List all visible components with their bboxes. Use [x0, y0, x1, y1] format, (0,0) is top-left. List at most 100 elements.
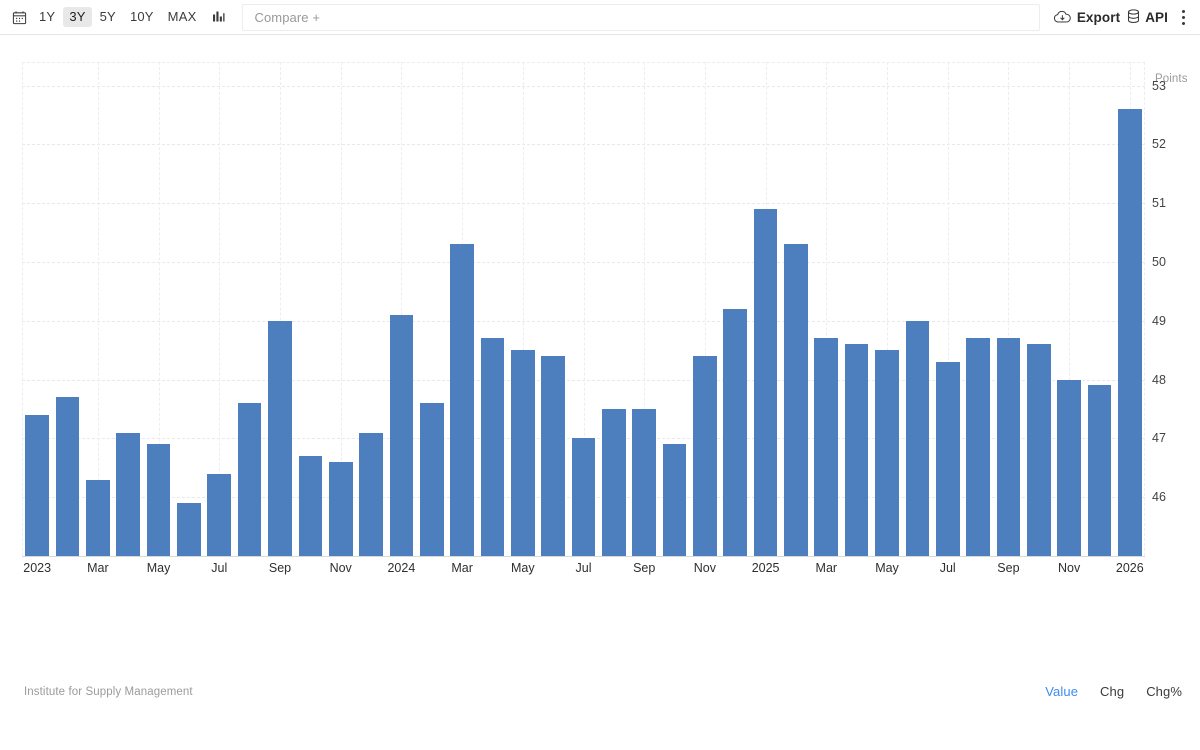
bar[interactable] — [146, 444, 171, 556]
bar[interactable] — [1117, 109, 1142, 556]
x-axis-line — [22, 556, 1145, 557]
y-axis-unit-label: Points — [1155, 73, 1188, 85]
gridline-x — [1069, 62, 1071, 556]
bar[interactable] — [510, 350, 535, 556]
bar[interactable] — [450, 244, 474, 556]
x-tick-label: Nov — [693, 561, 717, 575]
bar[interactable] — [55, 397, 80, 556]
bar[interactable] — [571, 438, 596, 556]
bar[interactable] — [298, 456, 323, 556]
range-button-5y[interactable]: 5Y — [99, 9, 116, 24]
bar[interactable] — [116, 432, 141, 556]
export-label: Export — [1076, 9, 1121, 25]
api-button[interactable]: API — [1127, 9, 1168, 25]
bar[interactable] — [844, 344, 869, 556]
bar[interactable] — [723, 309, 748, 556]
bar[interactable] — [662, 444, 687, 556]
bar[interactable] — [389, 314, 414, 556]
x-tick-label: Sep — [633, 561, 656, 575]
bar[interactable] — [1026, 344, 1051, 556]
bar[interactable] — [328, 461, 353, 556]
bar[interactable] — [1087, 385, 1112, 556]
bar[interactable] — [784, 244, 808, 556]
chart-toolbar: 1Y 3Y 5Y 10Y MAX Compare + Export — [0, 0, 1200, 35]
export-button[interactable]: Export — [1053, 10, 1120, 25]
bar[interactable] — [602, 408, 626, 556]
x-tick-label: May — [875, 561, 899, 575]
bar[interactable] — [996, 338, 1021, 556]
bar[interactable] — [753, 209, 778, 556]
x-tick-label: 2024 — [387, 561, 416, 575]
gridline-x — [219, 62, 221, 556]
gridline-x — [704, 62, 706, 556]
y-tick-label: 49 — [1152, 313, 1166, 328]
bar[interactable] — [359, 432, 383, 556]
gridline-x — [947, 62, 949, 556]
x-tick-label: Mar — [451, 561, 473, 575]
bar[interactable] — [693, 356, 717, 556]
bar[interactable] — [207, 473, 232, 556]
x-tick-label: Mar — [815, 561, 838, 575]
bar[interactable] — [480, 338, 505, 556]
series-toggle-chg[interactable]: Chg — [1100, 684, 1125, 699]
y-tick-label: 48 — [1152, 372, 1166, 387]
y-tick-label: 47 — [1152, 431, 1166, 446]
bar[interactable] — [177, 503, 201, 556]
bar[interactable] — [419, 403, 444, 556]
bar[interactable] — [632, 408, 657, 556]
bar[interactable] — [935, 361, 960, 556]
y-tick-label: 46 — [1152, 490, 1166, 505]
bar[interactable] — [268, 320, 292, 556]
range-button-10y[interactable]: 10Y — [129, 9, 154, 24]
range-button-1y[interactable]: 1Y — [39, 9, 56, 24]
gridline-x — [583, 62, 585, 556]
x-tick-label: Jul — [575, 561, 592, 575]
database-icon — [1127, 9, 1140, 25]
gridline-x — [826, 62, 828, 556]
bar[interactable] — [905, 320, 930, 556]
x-tick-label: Sep — [997, 561, 1020, 575]
y-tick-label: 53 — [1152, 78, 1166, 93]
chart-footer: Institute for Supply Management Value Ch… — [0, 675, 1200, 750]
bar[interactable] — [814, 338, 839, 556]
y-tick-label: 50 — [1152, 254, 1166, 269]
source-attribution: Institute for Supply Management — [24, 686, 193, 698]
bar[interactable] — [1057, 379, 1081, 556]
bar[interactable] — [25, 414, 49, 556]
x-tick-label: Nov — [329, 561, 352, 575]
compare-input[interactable]: Compare + — [242, 3, 1040, 31]
gridline-x — [340, 62, 342, 556]
bar[interactable] — [875, 350, 899, 556]
series-toggle-group: Value Chg Chg% — [1045, 684, 1182, 699]
bar[interactable] — [541, 356, 565, 556]
kebab-menu-icon[interactable] — [1174, 5, 1192, 29]
chart-canvas: Points 53 52 51 50 49 48 47 46 2023 Mar May Jul Sep… — [0, 35, 1200, 675]
cloud-download-icon — [1053, 10, 1072, 25]
gridline-x — [401, 62, 403, 556]
gridline-x — [644, 62, 646, 556]
x-tick-label: Nov — [1057, 561, 1081, 575]
x-tick-label: Jul — [939, 561, 956, 575]
bar[interactable] — [966, 338, 990, 556]
y-tick-label: 51 — [1152, 196, 1166, 211]
x-tick-label: May — [510, 561, 535, 575]
gridline-x — [97, 62, 99, 556]
y-tick-label: 52 — [1152, 137, 1166, 152]
series-toggle-chgpct[interactable]: Chg% — [1146, 684, 1182, 699]
series-toggle-value[interactable]: Value — [1045, 684, 1079, 699]
gridline-x — [522, 62, 524, 556]
x-tick-label: 2025 — [751, 561, 780, 575]
gridline-x — [887, 62, 888, 556]
range-button-3y[interactable]: 3Y — [63, 7, 92, 27]
compare-placeholder: Compare + — [254, 9, 321, 25]
x-tick-label: 2023 — [23, 561, 52, 575]
bar[interactable] — [86, 479, 110, 556]
gridline-x — [158, 62, 160, 556]
bar[interactable] — [237, 403, 262, 556]
plot-area[interactable] — [22, 62, 1145, 556]
gridline-x — [1008, 62, 1010, 556]
x-tick-label: Mar — [87, 561, 109, 575]
range-button-max[interactable]: MAX — [167, 9, 197, 24]
bar-chart-icon[interactable] — [206, 4, 232, 30]
calendar-icon[interactable] — [6, 4, 32, 30]
